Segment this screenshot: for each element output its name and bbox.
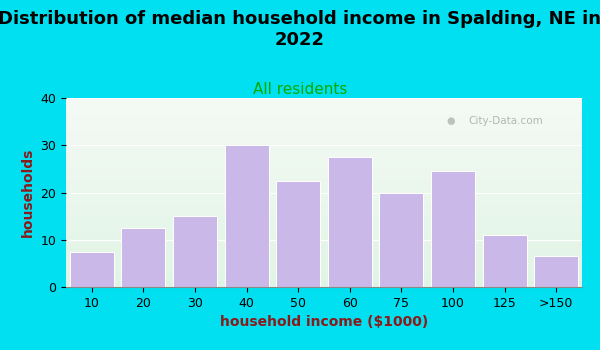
Bar xyxy=(121,228,166,287)
Bar xyxy=(431,171,475,287)
Bar xyxy=(482,235,527,287)
Bar xyxy=(276,181,320,287)
Bar xyxy=(379,193,424,287)
Bar xyxy=(70,252,114,287)
Bar xyxy=(328,157,372,287)
Bar xyxy=(534,256,578,287)
Text: ●: ● xyxy=(446,116,455,126)
Y-axis label: households: households xyxy=(21,148,35,237)
Text: All residents: All residents xyxy=(253,82,347,97)
Text: Distribution of median household income in Spalding, NE in
2022: Distribution of median household income … xyxy=(0,10,600,49)
Bar xyxy=(173,216,217,287)
Bar xyxy=(224,145,269,287)
X-axis label: household income ($1000): household income ($1000) xyxy=(220,315,428,329)
Text: City-Data.com: City-Data.com xyxy=(469,116,543,126)
